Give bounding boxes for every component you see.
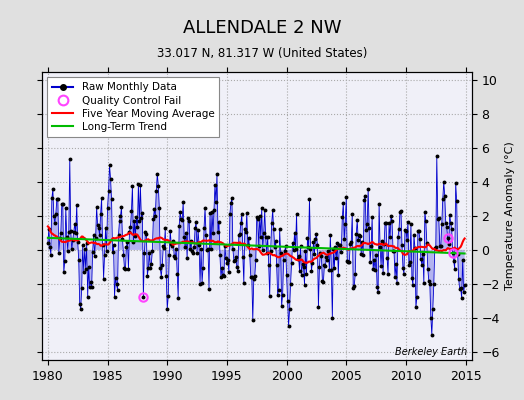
Text: 33.017 N, 81.317 W (United States): 33.017 N, 81.317 W (United States) <box>157 48 367 60</box>
Y-axis label: Temperature Anomaly (°C): Temperature Anomaly (°C) <box>505 142 515 290</box>
Text: Berkeley Earth: Berkeley Earth <box>395 347 467 357</box>
Legend: Raw Monthly Data, Quality Control Fail, Five Year Moving Average, Long-Term Tren: Raw Monthly Data, Quality Control Fail, … <box>47 77 220 137</box>
Text: ALLENDALE 2 NW: ALLENDALE 2 NW <box>183 19 341 37</box>
